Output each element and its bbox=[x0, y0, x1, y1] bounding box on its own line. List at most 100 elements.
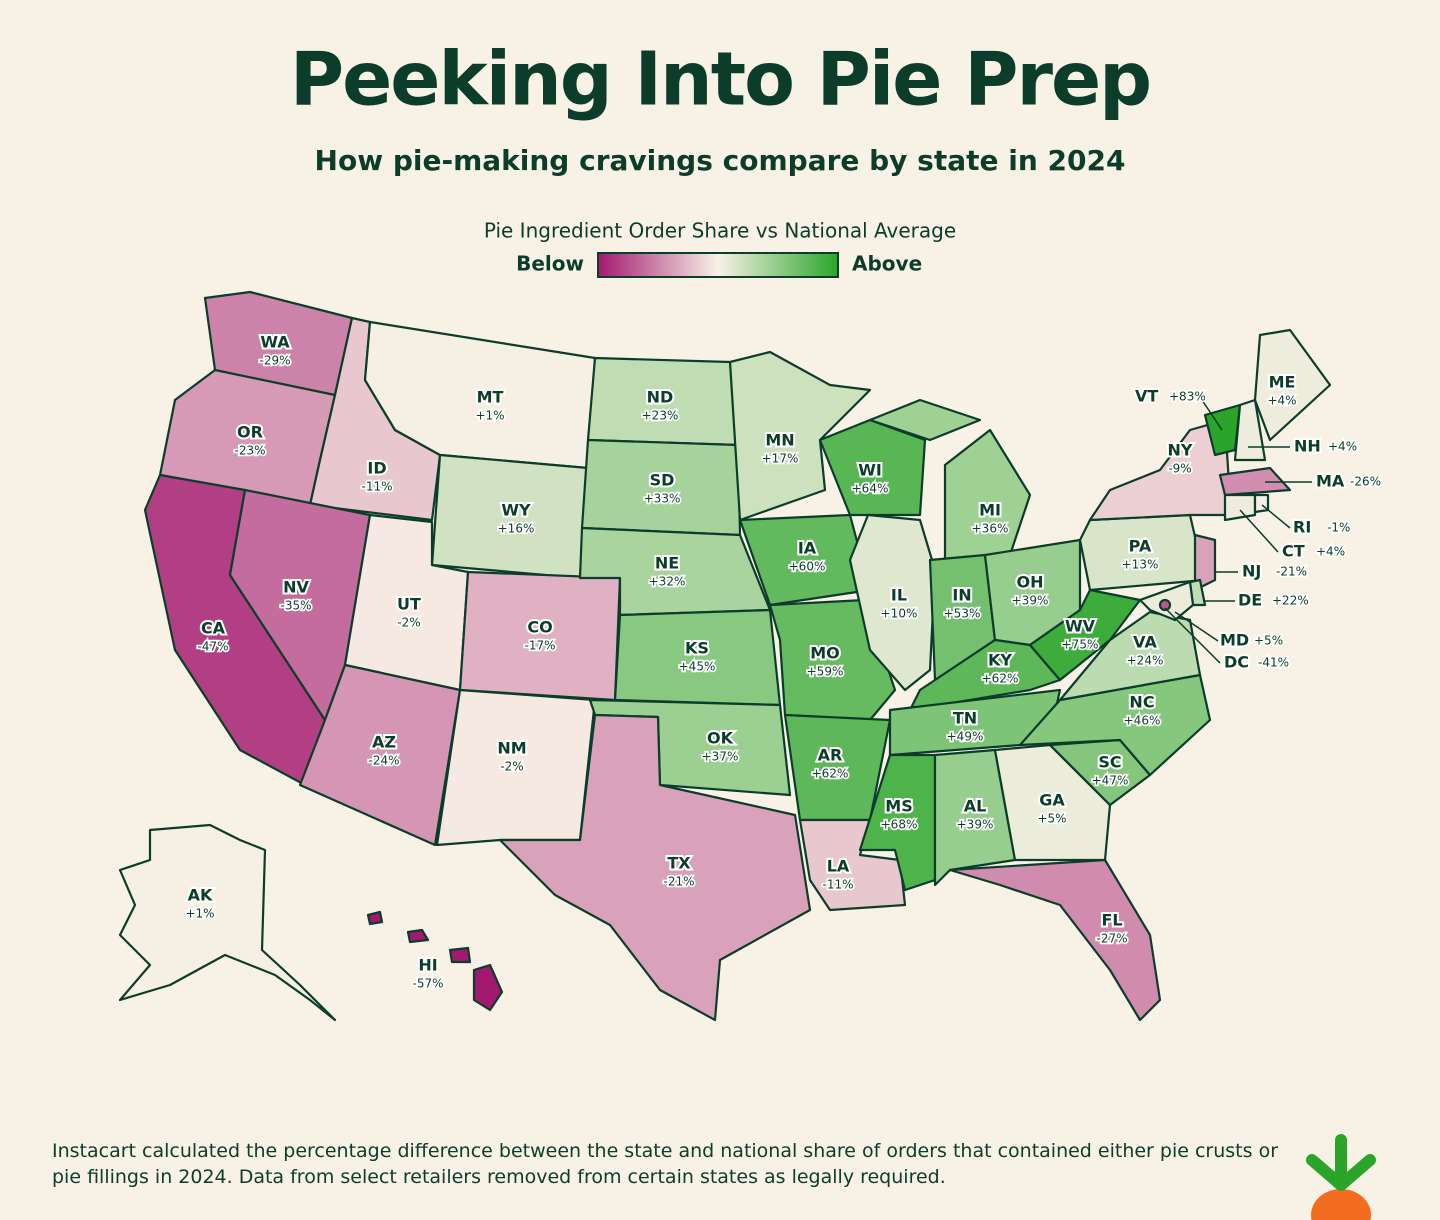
value-label: -11% bbox=[361, 480, 392, 494]
value-label: +62% bbox=[982, 672, 1019, 686]
state-shape bbox=[948, 858, 1162, 1022]
value-label: -2% bbox=[500, 760, 523, 774]
state-code: AZ bbox=[372, 733, 396, 752]
state-code: MT bbox=[477, 388, 504, 407]
value-label: -24% bbox=[368, 754, 399, 768]
state-code: CT bbox=[1282, 542, 1305, 561]
state-shape bbox=[933, 748, 1017, 887]
state-shape bbox=[498, 713, 812, 1022]
leader-line bbox=[1261, 504, 1291, 529]
state-shape bbox=[1193, 533, 1217, 592]
state-code: ND bbox=[647, 388, 674, 407]
state-shape bbox=[472, 963, 504, 1012]
state-shape bbox=[1218, 466, 1292, 497]
state-code: NJ bbox=[1242, 562, 1261, 581]
state-code: AK bbox=[188, 886, 213, 905]
value-label: -26% bbox=[1350, 475, 1381, 489]
state-code: MA bbox=[1316, 472, 1345, 491]
state-shape bbox=[118, 823, 337, 1022]
value-label: -21% bbox=[1276, 565, 1307, 579]
value-label: +83% bbox=[1169, 390, 1206, 404]
state-code: MI bbox=[979, 501, 1001, 520]
value-label: -23% bbox=[234, 444, 265, 458]
value-label: +5% bbox=[1037, 812, 1066, 826]
leader-line bbox=[1164, 607, 1221, 664]
value-label: -17% bbox=[524, 639, 555, 653]
state-code: IN bbox=[952, 586, 971, 605]
state-code: FL bbox=[1101, 911, 1122, 930]
state-shape bbox=[298, 663, 462, 847]
value-label: +1% bbox=[475, 409, 504, 423]
state-code: SC bbox=[1098, 753, 1121, 772]
states bbox=[118, 290, 1332, 1022]
footnote: Instacart calculated the percentage diff… bbox=[52, 1140, 1279, 1188]
state-code: OR bbox=[237, 423, 263, 442]
state-shape bbox=[613, 608, 782, 707]
state-shape bbox=[448, 946, 472, 964]
value-label: +4% bbox=[1267, 394, 1296, 408]
legend-low: Below bbox=[516, 252, 584, 276]
state-code: MD bbox=[1220, 631, 1249, 650]
state-code: WY bbox=[501, 501, 531, 520]
state-shape bbox=[848, 513, 937, 692]
value-label: +33% bbox=[644, 492, 681, 506]
value-label: +23% bbox=[642, 409, 679, 423]
state-code: TN bbox=[953, 709, 977, 728]
state-code: RI bbox=[1293, 518, 1311, 537]
value-label: +37% bbox=[702, 750, 739, 764]
chart-title: Peeking Into Pie Prep bbox=[290, 37, 1150, 123]
value-label: +75% bbox=[1062, 638, 1099, 652]
state-code: TX bbox=[667, 854, 691, 873]
state-shape bbox=[406, 928, 430, 944]
value-label: +68% bbox=[881, 818, 918, 832]
state-code: WI bbox=[858, 461, 882, 480]
value-label: +59% bbox=[807, 665, 844, 679]
state-shape bbox=[868, 398, 982, 442]
state-code: OH bbox=[1017, 573, 1044, 592]
legend-high: Above bbox=[852, 252, 922, 276]
state-code: WA bbox=[260, 333, 290, 352]
value-label: +62% bbox=[812, 767, 849, 781]
state-code: CA bbox=[201, 619, 226, 638]
value-label: -57% bbox=[412, 977, 443, 991]
state-code: UT bbox=[397, 595, 421, 614]
value-label: +4% bbox=[1316, 545, 1345, 559]
state-code: GA bbox=[1039, 791, 1065, 810]
value-label: +10% bbox=[881, 607, 918, 621]
value-label: -1% bbox=[1327, 521, 1350, 535]
state-code: ID bbox=[367, 459, 386, 478]
state-code: NC bbox=[1129, 693, 1154, 712]
value-label: +4% bbox=[1328, 440, 1357, 454]
state-shape bbox=[1158, 598, 1172, 612]
state-shape bbox=[1253, 493, 1270, 514]
state-code: NY bbox=[1168, 441, 1193, 460]
value-label: -47% bbox=[197, 640, 228, 654]
value-label: -27% bbox=[1096, 932, 1127, 946]
value-label: +39% bbox=[957, 818, 994, 832]
value-label: +13% bbox=[1122, 558, 1159, 572]
state-code: OK bbox=[707, 729, 734, 748]
state-code: KS bbox=[685, 639, 709, 658]
value-label: +17% bbox=[762, 452, 799, 466]
state-code: IL bbox=[891, 586, 907, 605]
value-label: +36% bbox=[972, 522, 1009, 536]
legend-title: Pie Ingredient Order Share vs National A… bbox=[484, 219, 956, 243]
state-shape bbox=[1223, 493, 1257, 522]
state-code: DE bbox=[1238, 591, 1262, 610]
value-label: +24% bbox=[1127, 654, 1164, 668]
state-shape bbox=[993, 743, 1112, 862]
state-code: WV bbox=[1065, 617, 1096, 636]
state-code: MO bbox=[810, 644, 840, 663]
state-shape bbox=[1253, 328, 1332, 442]
value-label: +39% bbox=[1012, 594, 1049, 608]
state-code: CO bbox=[527, 618, 552, 637]
value-label: +16% bbox=[498, 522, 535, 536]
value-label: -11% bbox=[822, 878, 853, 892]
value-label: -9% bbox=[1168, 462, 1191, 476]
value-label: +22% bbox=[1272, 594, 1309, 608]
state-code: KY bbox=[988, 651, 1012, 670]
value-label: -2% bbox=[397, 616, 420, 630]
value-label: +53% bbox=[944, 607, 981, 621]
state-code: LA bbox=[827, 857, 850, 876]
